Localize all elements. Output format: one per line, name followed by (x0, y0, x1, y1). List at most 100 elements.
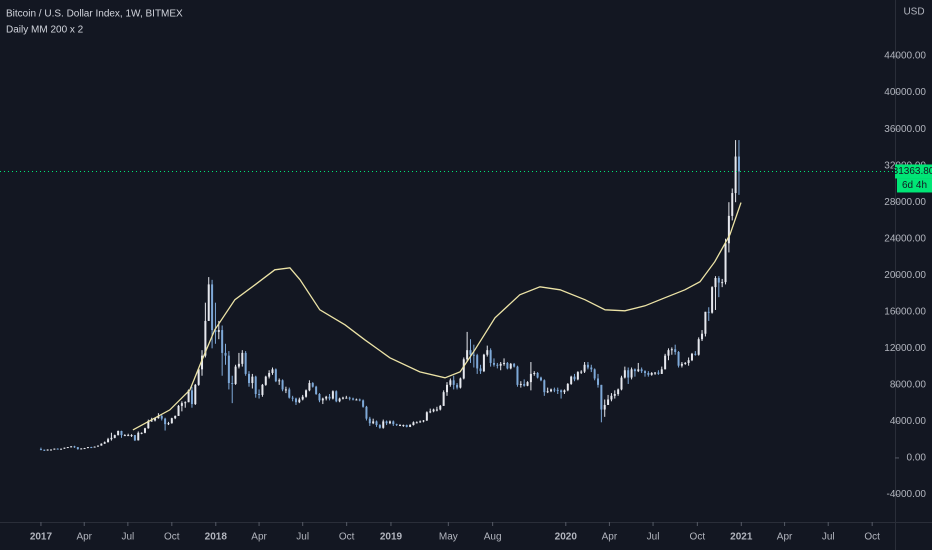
candle-body (311, 383, 314, 387)
candle-body (402, 425, 405, 427)
y-tick-label: 24000.00 (884, 233, 926, 244)
candle-body (392, 421, 395, 425)
x-tick-label: Apr (76, 532, 92, 543)
x-tick-label: 2020 (555, 532, 578, 543)
candle-body (553, 389, 556, 391)
candle-body (560, 390, 563, 393)
y-tick-label: 16000.00 (884, 306, 926, 317)
candle-body (690, 353, 693, 361)
candle-body (456, 384, 459, 388)
candle-body (727, 215, 730, 244)
candle-body (654, 372, 657, 374)
candle-body (167, 423, 170, 425)
candle-body (43, 449, 46, 451)
candle-body (536, 372, 539, 378)
y-tick-label: 40000.00 (884, 87, 926, 98)
candle-body (201, 355, 204, 370)
candle-body (704, 311, 707, 334)
candle-body (375, 421, 378, 426)
candle-body (231, 383, 234, 385)
candle-body (284, 389, 287, 391)
candle-body (563, 390, 566, 393)
candle-body (127, 435, 130, 437)
candle-body (660, 369, 663, 374)
candle-body (459, 378, 462, 388)
candle-body (539, 377, 542, 381)
candle-body (731, 193, 734, 216)
candle-body (50, 449, 53, 451)
candle-body (694, 353, 697, 355)
candle-body (107, 439, 110, 443)
candle-body (308, 383, 311, 391)
candle-body (227, 355, 230, 384)
candle-body (556, 389, 559, 391)
candle-body (492, 362, 495, 365)
candle-body (382, 421, 385, 428)
x-tick-label: Apr (777, 532, 793, 543)
candle-body (613, 394, 616, 396)
candle-body (160, 415, 163, 419)
candle-body (439, 405, 442, 410)
candle-body (301, 396, 304, 400)
x-tick-label: Oct (164, 532, 180, 543)
candle-body (278, 380, 281, 382)
candle-body (523, 383, 526, 386)
candle-body (519, 383, 522, 385)
candle-body (338, 398, 341, 402)
candle-body (600, 384, 603, 410)
candle-body (321, 398, 324, 401)
candle-body (258, 394, 261, 396)
candle-body (405, 425, 408, 427)
candle-body (449, 380, 452, 385)
candle-body (234, 366, 237, 384)
candle-body (358, 399, 361, 401)
candle-body (328, 396, 331, 399)
candle-body (603, 404, 606, 410)
candle-body (76, 447, 79, 450)
candle-body (472, 354, 475, 356)
candle-body (120, 430, 123, 436)
indicator-name: Daily MM 200 x 2 (6, 25, 84, 36)
candle-body (701, 333, 704, 340)
candle-body (647, 372, 650, 375)
candle-body (137, 432, 140, 441)
x-tick-label: Jul (296, 532, 309, 543)
candle-body (489, 350, 492, 363)
x-tick-label: Oct (339, 532, 355, 543)
candle-body (110, 437, 113, 440)
candle-body (281, 380, 284, 390)
candle-body (734, 156, 737, 194)
candle-body (46, 449, 49, 451)
y-tick-label: 36000.00 (884, 124, 926, 135)
x-tick-label: Jul (121, 532, 134, 543)
candle-body (664, 355, 667, 370)
candle-body (529, 373, 532, 383)
candle-body (93, 446, 96, 448)
candle-body (640, 369, 643, 372)
candle-body (586, 364, 589, 368)
candle-body (623, 370, 626, 378)
candle-body (325, 396, 328, 399)
candle-body (395, 424, 398, 426)
candle-body (53, 448, 56, 450)
candle-body (341, 397, 344, 399)
x-tick-label: Apr (251, 532, 267, 543)
candle-body (610, 395, 613, 400)
candle-body (294, 398, 297, 403)
candle-body (348, 397, 351, 399)
moving-average-line (132, 202, 742, 431)
candle-body (543, 380, 546, 393)
candle-body (721, 282, 724, 284)
y-tick-label: 4000.00 (890, 416, 927, 427)
candle-body (617, 389, 620, 395)
candle-body (315, 386, 318, 395)
candle-body (271, 369, 274, 373)
candle-body (674, 349, 677, 352)
candle-body (714, 278, 717, 288)
candle-body (268, 372, 271, 377)
candle-body (368, 418, 371, 424)
candle-body (150, 420, 153, 422)
candle-body (630, 369, 633, 378)
candle-body (274, 369, 277, 382)
